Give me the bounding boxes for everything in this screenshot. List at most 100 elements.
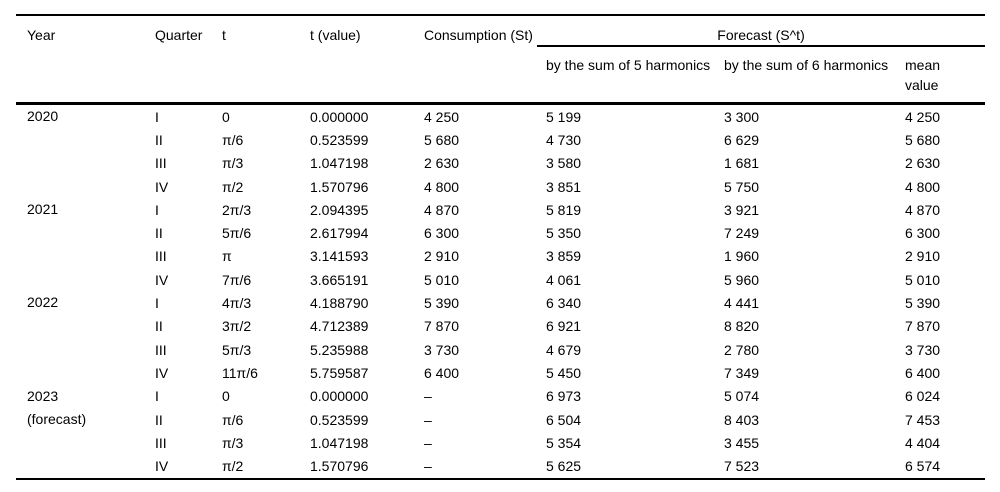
t-cell: 2π/3 <box>222 201 252 218</box>
forecast-5-harmonics-cell: 3 859 <box>546 248 582 265</box>
year-label: 2021 <box>27 201 59 218</box>
t-value-cell: 1.047198 <box>310 155 369 172</box>
table-row: III π/3 1.047198 – 5 354 3 455 4 404 <box>16 431 985 454</box>
t-cell: π/3 <box>222 434 244 451</box>
year-note: (forecast) <box>27 410 87 427</box>
forecast-5-harmonics-cell: 6 973 <box>546 388 582 405</box>
t-value-cell: 5.759587 <box>310 364 369 381</box>
column-group-header-forecast: Forecast (S^t) <box>537 15 986 47</box>
year-cell: 2020 <box>16 104 155 199</box>
quarter-cell: III <box>155 155 167 172</box>
table-row: II 3π/2 4.712389 7 870 6 921 8 820 7 870 <box>16 315 985 338</box>
mean-value-cell: 4 800 <box>905 178 941 195</box>
mean-value-cell: 4 404 <box>905 434 941 451</box>
table-row: III π 3.141593 2 910 3 859 1 960 2 910 <box>16 245 985 268</box>
consumption-cell: 7 870 <box>424 318 460 335</box>
t-value-cell: 4.188790 <box>310 295 369 312</box>
mean-value-cell: 2 630 <box>905 155 941 172</box>
consumption-cell: 4 800 <box>424 178 460 195</box>
quarter-cell: I <box>155 108 159 125</box>
mean-value-cell: 5 010 <box>905 271 941 288</box>
t-cell: 11π/6 <box>222 364 258 381</box>
t-value-cell: 1.570796 <box>310 178 369 195</box>
consumption-cell: 6 400 <box>424 364 460 381</box>
quarter-cell: I <box>155 295 159 312</box>
t-cell: π <box>222 248 232 265</box>
forecast-6-harmonics-cell: 4 441 <box>724 295 760 312</box>
forecast-5-harmonics-cell: 4 730 <box>546 131 582 148</box>
quarter-cell: III <box>155 341 167 358</box>
t-value-cell: 0.000000 <box>310 388 369 405</box>
year-label: 2023 <box>27 387 59 404</box>
forecast-6-harmonics-cell: 1 960 <box>724 248 760 265</box>
t-cell: 7π/6 <box>222 271 252 288</box>
mean-value-cell: 6 574 <box>905 458 941 475</box>
column-header-consumption: Consumption (St) <box>424 27 533 43</box>
t-value-cell: 0.000000 <box>310 108 369 125</box>
forecast-6-harmonics-cell: 3 300 <box>724 108 760 125</box>
header-row-sub: by the sum of 5 harmonics by the sum of … <box>16 46 985 104</box>
mean-value-cell: 6 024 <box>905 388 941 405</box>
year-cell: 2022 <box>16 291 155 384</box>
t-value-cell: 2.094395 <box>310 201 369 218</box>
forecast-6-harmonics-cell: 6 629 <box>724 131 760 148</box>
table-row: III π/3 1.047198 2 630 3 580 1 681 2 630 <box>16 152 985 175</box>
forecast-6-harmonics-cell: 7 523 <box>724 458 760 475</box>
mean-value-cell: 5 680 <box>905 131 941 148</box>
quarter-cell: IV <box>155 458 169 475</box>
consumption-cell: – <box>424 411 432 428</box>
header-row-main: Year Quarter t t (value) Consumption (St… <box>16 15 986 47</box>
consumption-cell: 4 250 <box>424 108 460 125</box>
table-row: II 5π/6 2.617994 6 300 5 350 7 249 6 300 <box>16 221 985 244</box>
t-cell: 0 <box>222 388 230 405</box>
forecast-5-harmonics-cell: 4 061 <box>546 271 582 288</box>
column-header-sum-5-harmonics: by the sum of 5 harmonics <box>546 57 711 73</box>
t-value-cell: 1.570796 <box>310 458 369 475</box>
quarter-cell: IV <box>155 178 169 195</box>
quarter-cell: II <box>155 131 163 148</box>
quarter-cell: II <box>155 318 163 335</box>
forecast-6-harmonics-cell: 3 455 <box>724 434 760 451</box>
consumption-cell: – <box>424 388 432 405</box>
forecast-5-harmonics-cell: 5 350 <box>546 225 582 242</box>
consumption-cell: 5 680 <box>424 131 460 148</box>
forecast-6-harmonics-cell: 8 820 <box>724 318 760 335</box>
t-cell: 3π/2 <box>222 318 252 335</box>
forecast-5-harmonics-cell: 6 504 <box>546 411 582 428</box>
forecast-6-harmonics-cell: 5 074 <box>724 388 760 405</box>
table-row: IV 7π/6 3.665191 5 010 4 061 5 960 5 010 <box>16 268 985 291</box>
mean-value-cell: 4 870 <box>905 201 941 218</box>
consumption-cell: 5 390 <box>424 295 460 312</box>
mean-value-cell: 3 730 <box>905 341 941 358</box>
table-row: II π/6 0.523599 5 680 4 730 6 629 5 680 <box>16 128 985 151</box>
quarter-cell: IV <box>155 271 169 288</box>
quarter-cell: II <box>155 225 163 242</box>
quarter-cell: III <box>155 248 167 265</box>
table-row: IV π/2 1.570796 4 800 3 851 5 750 4 800 <box>16 175 985 198</box>
forecast-5-harmonics-cell: 5 354 <box>546 434 582 451</box>
t-value-cell: 5.235988 <box>310 341 369 358</box>
quarter-cell: IV <box>155 364 169 381</box>
t-value-cell: 0.523599 <box>310 131 369 148</box>
forecast-5-harmonics-cell: 6 340 <box>546 295 582 312</box>
table-header: Year Quarter t t (value) Consumption (St… <box>16 15 986 104</box>
table-body: 2020 I 0 0.000000 4 250 5 199 3 300 4 250 II π/6 0… <box>16 104 985 479</box>
consumption-cell: 4 870 <box>424 201 460 218</box>
t-cell: π/2 <box>222 178 244 195</box>
quarter-cell: I <box>155 388 159 405</box>
forecast-6-harmonics-cell: 8 403 <box>724 411 760 428</box>
year-label: 2020 <box>27 108 59 124</box>
consumption-cell: – <box>424 458 432 475</box>
year-cell: 2021 <box>16 198 155 291</box>
forecast-6-harmonics-cell: 1 681 <box>724 155 760 172</box>
table-row: II π/6 0.523599 – 6 504 8 403 7 453 <box>16 408 985 431</box>
mean-value-cell: 5 390 <box>905 295 941 312</box>
mean-value-cell: 2 910 <box>905 248 941 265</box>
forecast-6-harmonics-cell: 5 960 <box>724 271 760 288</box>
forecast-5-harmonics-cell: 5 625 <box>546 458 582 475</box>
forecast-5-harmonics-cell: 4 679 <box>546 341 582 358</box>
mean-value-cell: 4 250 <box>905 108 941 125</box>
t-cell: π/3 <box>222 155 244 172</box>
mean-value-cell: 7 453 <box>905 411 941 428</box>
table-row: 2020 I 0 0.000000 4 250 5 199 3 300 4 250 <box>16 104 985 129</box>
